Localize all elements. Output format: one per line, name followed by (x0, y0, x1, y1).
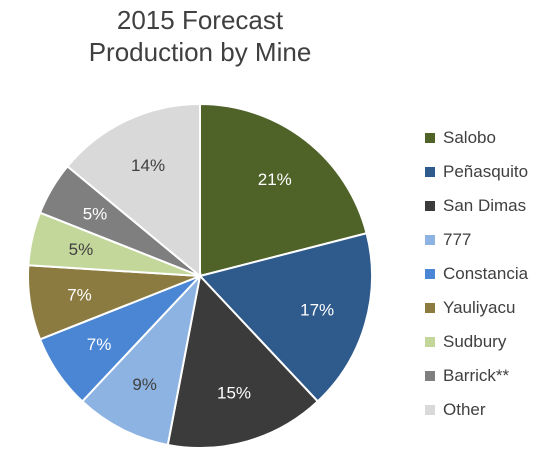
pie-slice-labels: 21% 17% 15% 9% 7% 7% 5% 5% 14% (67, 156, 334, 403)
pie-slice-label-salobo: 21% (258, 170, 292, 189)
legend-label: 777 (443, 230, 472, 249)
chart-title-line-1: 2015 Forecast (116, 5, 284, 35)
legend-item-san-dimas: San Dimas (425, 189, 528, 223)
pie-slice-penasquito (198, 232, 373, 403)
pie-slice-label-constancia: 7% (87, 335, 112, 354)
legend-item-sudbury: Sudbury (425, 325, 528, 359)
pie-slice-777 (80, 272, 202, 447)
pie-slice-label-yauliyacu: 7% (67, 286, 92, 305)
pie-slice-label-other: 14% (131, 156, 165, 175)
legend-label: Constancia (443, 264, 529, 283)
legend-label: Yauliyacu (443, 298, 516, 317)
pie-slice-label-san-dimas: 15% (217, 384, 251, 403)
legend-item-777: 777 (425, 223, 528, 257)
legend-swatch (425, 201, 435, 211)
legend-swatch (425, 235, 435, 245)
pie-slice-other (66, 102, 201, 279)
legend-label: Sudbury (443, 332, 507, 351)
chart-title: 2015 Forecast Production by Mine (0, 4, 400, 68)
legend-label: Barrick** (443, 366, 510, 385)
legend-item-yauliyacu: Yauliyacu (425, 291, 528, 325)
legend-item-constancia: Constancia (425, 257, 528, 291)
legend-swatch (425, 371, 435, 381)
legend-label: Other (443, 400, 486, 419)
chart-title-line-2: Production by Mine (88, 37, 312, 67)
legend-swatch (425, 133, 435, 143)
legend-label: San Dimas (443, 196, 527, 215)
legend-swatch (425, 337, 435, 347)
pie-slices (27, 102, 373, 449)
pie-slice-label-barrick: 5% (83, 204, 108, 223)
legend-swatch (425, 167, 435, 177)
legend-item-other: Other (425, 393, 528, 427)
legend-swatch (425, 269, 435, 279)
legend-item-penasquito: Peñasquito (425, 155, 528, 189)
pie-slice-salobo (199, 102, 368, 278)
pie-slice-label-sudbury: 5% (69, 240, 94, 259)
legend-swatch (425, 405, 435, 415)
legend-swatch (425, 303, 435, 313)
legend-label: Peñasquito (443, 162, 529, 181)
pie-slice-label-777: 9% (132, 375, 157, 394)
legend-item-barrick: Barrick** (425, 359, 528, 393)
pie-slice-san-dimas (166, 273, 320, 449)
pie-slice-label-penasquito: 17% (300, 301, 334, 320)
chart-legend: Salobo Peñasquito San Dimas 777 Constancia Ya… (425, 121, 528, 427)
legend-label: Salobo (443, 128, 496, 147)
legend-item-salobo: Salobo (425, 121, 528, 155)
